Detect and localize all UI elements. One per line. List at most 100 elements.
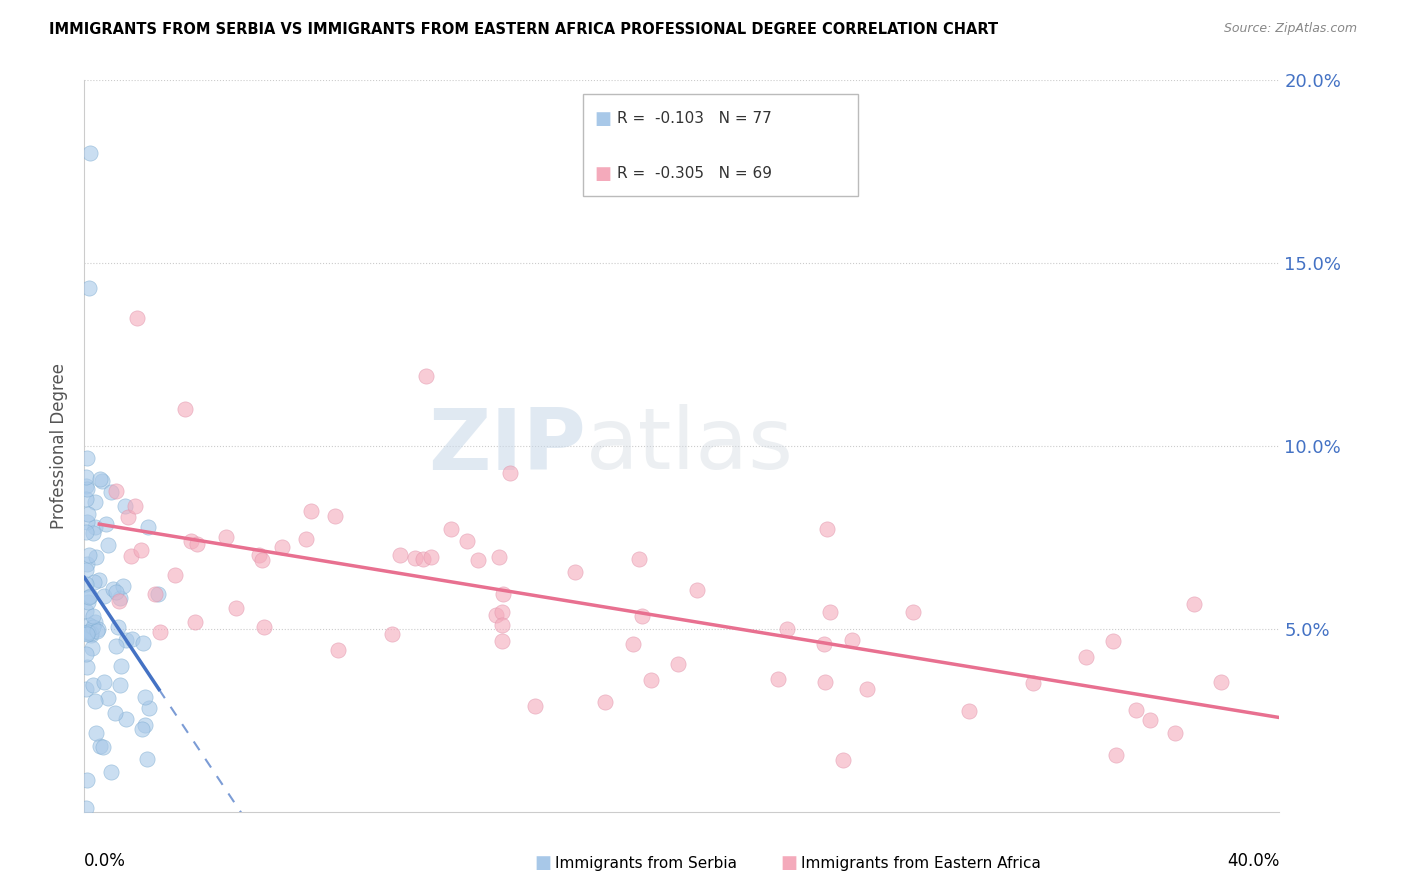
Point [89, 739, 111, 753]
Point [93, 589, 115, 603]
Point [412, 552, 434, 566]
Text: R =  -0.103   N = 77: R = -0.103 N = 77 [617, 112, 772, 126]
Point [105, 484, 128, 499]
Point [84, 495, 107, 509]
Point [75, 603, 97, 617]
Point [491, 618, 513, 632]
Point [136, 520, 159, 534]
Point [491, 605, 513, 619]
Point [901, 606, 924, 620]
Point [1105, 747, 1128, 762]
Point [136, 752, 159, 766]
Point [485, 608, 508, 623]
Point [381, 627, 404, 641]
Point [105, 585, 128, 599]
Text: ■: ■ [780, 855, 797, 872]
Point [856, 681, 879, 696]
Point [1102, 634, 1125, 648]
Point [131, 722, 153, 736]
Point [76, 482, 98, 496]
Point [165, 568, 187, 582]
Text: ■: ■ [595, 165, 612, 183]
Point [686, 583, 709, 598]
Point [75, 625, 97, 640]
Point [75, 801, 97, 815]
Point [215, 530, 238, 544]
Point [75, 470, 97, 484]
Text: IMMIGRANTS FROM SERBIA VS IMMIGRANTS FROM EASTERN AFRICA PROFESSIONAL DEGREE COR: IMMIGRANTS FROM SERBIA VS IMMIGRANTS FRO… [49, 22, 998, 37]
Point [100, 764, 122, 779]
Point [404, 550, 426, 565]
Text: 0.0%: 0.0% [84, 852, 127, 870]
Point [77, 590, 100, 604]
Point [76, 516, 98, 530]
Point [77, 595, 100, 609]
Point [117, 510, 139, 524]
Point [125, 311, 148, 326]
Point [138, 701, 160, 715]
Point [104, 706, 127, 720]
Point [149, 624, 172, 639]
Point [76, 772, 98, 787]
Y-axis label: Professional Degree: Professional Degree [51, 363, 69, 529]
Point [82, 525, 104, 540]
Point [84, 550, 107, 565]
Point [1184, 597, 1206, 611]
Point [110, 677, 132, 691]
Point [813, 636, 835, 650]
Point [93, 675, 115, 690]
Point [621, 637, 644, 651]
Point [818, 605, 841, 619]
Point [82, 678, 104, 692]
Point [225, 601, 247, 615]
Point [84, 519, 107, 533]
Point [768, 673, 790, 687]
Point [271, 540, 294, 554]
Text: ■: ■ [595, 110, 612, 128]
Text: R =  -0.305   N = 69: R = -0.305 N = 69 [617, 167, 772, 181]
Point [75, 491, 97, 506]
Point [94, 517, 117, 532]
Point [1139, 713, 1161, 727]
Point [76, 557, 98, 571]
Point [1164, 726, 1187, 740]
Point [467, 552, 489, 566]
Point [108, 594, 131, 608]
Point [1125, 703, 1147, 717]
Point [148, 587, 170, 601]
Point [815, 522, 838, 536]
Point [100, 485, 122, 500]
Point [110, 659, 132, 673]
Point [120, 549, 142, 564]
Point [121, 632, 143, 647]
Point [186, 537, 208, 551]
Point [80, 625, 103, 640]
Point [84, 694, 107, 708]
Point [666, 657, 689, 671]
Point [831, 753, 853, 767]
Point [80, 628, 103, 642]
Point [86, 624, 108, 639]
Point [134, 718, 156, 732]
Point [640, 673, 662, 687]
Text: 40.0%: 40.0% [1227, 852, 1279, 870]
Text: Immigrants from Serbia: Immigrants from Serbia [555, 856, 737, 871]
Point [75, 624, 97, 639]
Point [97, 538, 120, 552]
Point [115, 633, 138, 648]
Point [299, 504, 322, 518]
Point [91, 739, 114, 754]
Point [107, 620, 129, 634]
Point [180, 534, 202, 549]
Point [111, 579, 134, 593]
Point [75, 525, 97, 540]
Point [97, 690, 120, 705]
Point [253, 619, 276, 633]
Point [250, 553, 273, 567]
Point [83, 574, 105, 589]
Point [104, 640, 127, 654]
Point [91, 475, 114, 489]
Point [440, 522, 463, 536]
Point [79, 146, 101, 161]
Point [82, 620, 104, 634]
